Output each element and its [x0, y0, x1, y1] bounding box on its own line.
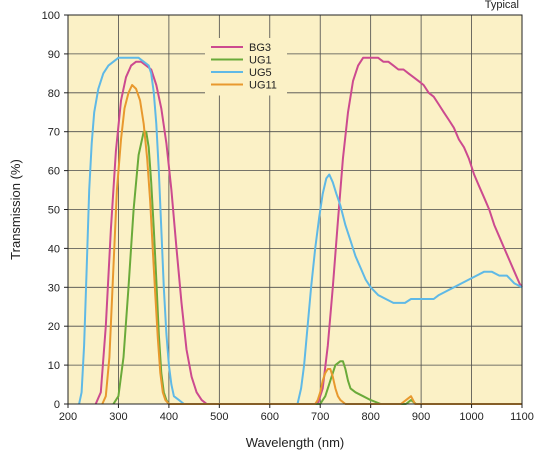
y-tick-label: 40 — [48, 243, 60, 255]
y-axis-label: Transmission (%) — [8, 159, 23, 260]
x-tick-label: 500 — [210, 411, 228, 423]
series-line-bg3 — [94, 56, 523, 405]
x-tick-label: 800 — [361, 411, 379, 423]
legend-label-bg3: BG3 — [249, 42, 271, 54]
x-tick-label: 900 — [412, 411, 430, 423]
series-line-ug5 — [78, 56, 523, 405]
legend-label-ug1: UG1 — [249, 55, 272, 67]
x-tick-label: 200 — [59, 411, 77, 423]
y-tick-label: 60 — [48, 166, 60, 178]
y-tick-label: 80 — [48, 88, 60, 100]
y-axis-ticks: 0 10 20 30 40 50 60 70 80 90 100 — [42, 10, 68, 411]
x-axis-label: Wavelength (nm) — [246, 435, 345, 450]
typical-note: Typical — [485, 0, 519, 11]
x-tick-label: 400 — [160, 411, 178, 423]
x-tick-label: 300 — [109, 411, 127, 423]
y-tick-label: 90 — [48, 49, 60, 61]
y-tick-label: 50 — [48, 205, 60, 217]
x-axis-ticks: 200 300 400 500 600 700 800 900 1000 1100 — [59, 404, 534, 423]
x-tick-label: 700 — [311, 411, 329, 423]
legend-label-ug11: UG11 — [249, 80, 277, 92]
legend-label-ug5: UG5 — [249, 67, 272, 79]
y-tick-label: 20 — [48, 321, 60, 333]
y-tick-label: 0 — [54, 399, 60, 411]
x-tick-label: 1100 — [510, 411, 534, 423]
y-tick-label: 10 — [48, 360, 60, 372]
y-tick-label: 30 — [48, 282, 60, 294]
y-tick-label: 100 — [42, 10, 60, 22]
x-tick-label: 1000 — [459, 411, 483, 423]
x-tick-label: 600 — [261, 411, 279, 423]
y-tick-label: 70 — [48, 127, 60, 139]
